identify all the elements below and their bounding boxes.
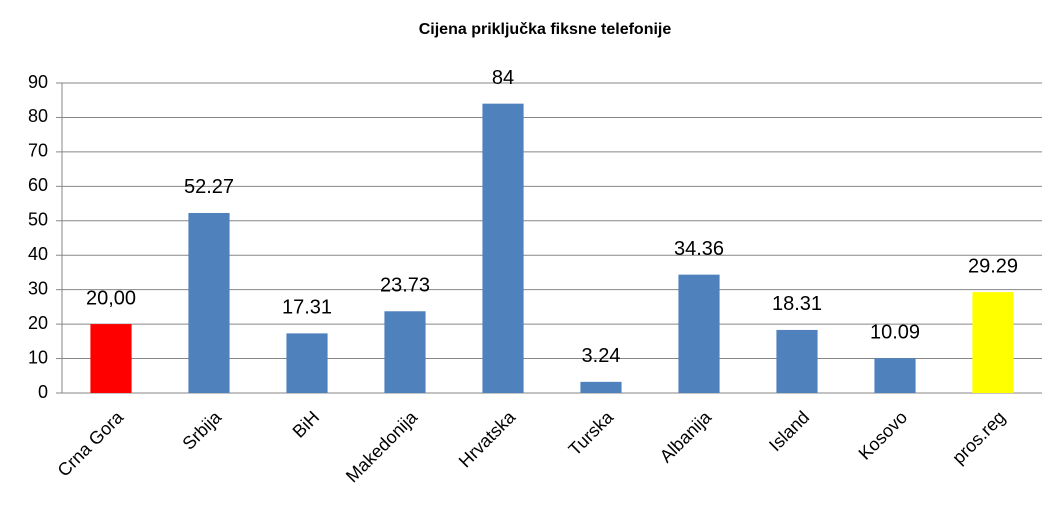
y-tick-label: 30 <box>28 278 48 298</box>
x-tick-label: Crna Gora <box>54 406 128 480</box>
x-tick-label: Albanija <box>656 406 716 466</box>
bar <box>776 329 818 393</box>
bar <box>874 358 916 393</box>
bar <box>678 274 720 393</box>
value-label: 84 <box>492 67 514 89</box>
value-label: 20,00 <box>86 287 136 309</box>
value-label: 17.31 <box>282 297 332 319</box>
y-tick-label: 70 <box>28 141 48 161</box>
x-tick-label: Island <box>765 407 813 455</box>
value-label: 18.31 <box>772 293 822 315</box>
x-tick-label: Kosovo <box>855 407 912 464</box>
bar <box>482 103 524 394</box>
bar <box>972 292 1014 393</box>
y-tick-label: 80 <box>28 106 48 126</box>
bar <box>580 381 622 393</box>
bar <box>90 324 132 393</box>
bar <box>384 311 426 393</box>
value-label: 52.27 <box>184 176 234 198</box>
x-tick-label: Hrvatska <box>455 406 520 471</box>
y-tick-label: 10 <box>28 347 48 367</box>
chart-title: Cijena priključka fiksne telefonije <box>419 21 672 38</box>
y-tick-label: 50 <box>28 210 48 230</box>
y-tick-label: 60 <box>28 175 48 195</box>
value-label: 23.73 <box>380 275 430 297</box>
value-label: 10.09 <box>870 322 920 344</box>
y-tick-label: 20 <box>28 313 48 333</box>
y-tick-label: 90 <box>28 72 48 92</box>
x-tick-label: Turska <box>565 406 618 459</box>
bar <box>188 212 230 393</box>
x-tick-label: BiH <box>289 407 324 442</box>
bar <box>286 333 328 393</box>
value-label: 3.24 <box>582 345 621 367</box>
x-tick-label: Srbija <box>178 406 225 453</box>
y-tick-label: 0 <box>38 382 48 402</box>
value-label: 29.29 <box>968 255 1018 277</box>
x-tick-label: Makedonija <box>342 406 422 486</box>
x-tick-label: pros.reg <box>948 407 1009 468</box>
value-label: 34.36 <box>674 238 724 260</box>
y-tick-label: 40 <box>28 244 48 264</box>
